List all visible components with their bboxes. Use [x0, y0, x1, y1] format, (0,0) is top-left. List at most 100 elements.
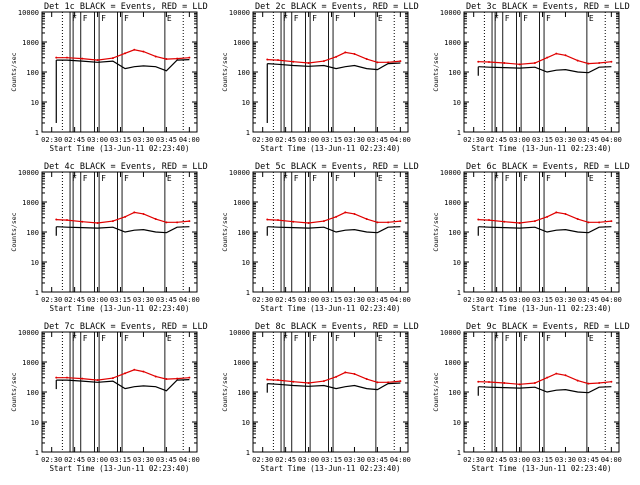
- x-tick-label: 03:45: [367, 296, 388, 304]
- lld-point: [307, 381, 310, 384]
- y-tick-label: 10000: [440, 9, 461, 17]
- lld-point: [133, 211, 136, 214]
- lld-point: [344, 371, 347, 374]
- x-tick-label: 03:15: [321, 136, 342, 144]
- lld-point: [142, 370, 145, 373]
- x-tick-label: 04:00: [179, 456, 200, 464]
- events-line: [267, 382, 401, 391]
- lld-point: [533, 381, 536, 384]
- lld-point: [533, 61, 536, 64]
- x-tick-label: 04:00: [390, 456, 411, 464]
- lld-point: [353, 52, 356, 55]
- y-axis-label: Counts/sec: [10, 52, 18, 91]
- flag-label: E: [589, 14, 594, 23]
- flag-label: F: [494, 174, 499, 183]
- flag-label: E: [589, 334, 594, 343]
- flag-label: F: [505, 14, 510, 23]
- lld-point: [353, 372, 356, 375]
- lld-point: [96, 59, 99, 62]
- plot-frame: [252, 171, 409, 293]
- lld-point: [81, 220, 84, 223]
- flag-label: F: [124, 334, 129, 343]
- y-axis-label: Counts/sec: [221, 372, 229, 411]
- lld-point: [518, 383, 521, 386]
- x-tick-label: 02:30: [41, 136, 62, 144]
- plot-frame: [463, 11, 620, 133]
- panel-title: Det 7c BLACK = Events, RED = LLD: [44, 322, 208, 332]
- panel-title: Det 3c BLACK = Events, RED = LLD: [466, 2, 630, 12]
- plot-frame: [41, 331, 198, 453]
- y-tick-label: 10: [453, 259, 461, 267]
- x-tick-label: 02:30: [463, 456, 484, 464]
- lld-point: [154, 375, 157, 378]
- y-tick-label: 1000: [444, 359, 461, 367]
- x-tick-label: 02:45: [486, 136, 507, 144]
- lld-point: [576, 379, 579, 382]
- x-axis-label: Start Time (13-Jun-11 02:23:40): [50, 304, 190, 313]
- flag-label: F: [505, 174, 510, 183]
- lld-point: [322, 60, 325, 63]
- y-tick-label: 10000: [229, 169, 250, 177]
- y-tick-label: 1: [246, 289, 250, 297]
- x-axis-label: Start Time (13-Jun-11 02:23:40): [472, 304, 612, 313]
- flag-label: E: [378, 334, 383, 343]
- flag-label: F: [283, 334, 288, 343]
- lld-line: [478, 52, 612, 65]
- lld-point: [292, 220, 295, 223]
- lld-point: [399, 60, 402, 63]
- detector-panel: Det 8c BLACK = Events, RED = LLD 1 10 100 10…: [221, 322, 419, 473]
- x-tick-label: 04:00: [179, 136, 200, 144]
- x-tick-label: 02:45: [64, 296, 85, 304]
- detector-panel: Det 2c BLACK = Events, RED = LLD 1 10 100 10…: [221, 2, 419, 153]
- y-tick-label: 1000: [233, 39, 250, 47]
- x-tick-label: 03:30: [133, 456, 154, 464]
- lld-point: [610, 60, 613, 63]
- x-tick-label: 03:00: [298, 296, 319, 304]
- flag-label: F: [505, 334, 510, 343]
- x-axis-label: Start Time (13-Jun-11 02:23:40): [472, 464, 612, 473]
- x-tick-label: 03:00: [509, 136, 530, 144]
- lld-line: [56, 49, 190, 61]
- lld-point: [487, 219, 490, 222]
- flag-label: F: [523, 14, 528, 23]
- plot-frame: [463, 171, 620, 293]
- x-tick-label: 03:30: [133, 136, 154, 144]
- lld-point: [307, 221, 310, 224]
- y-tick-label: 10000: [440, 169, 461, 177]
- x-tick-label: 03:15: [321, 456, 342, 464]
- x-axis-label: Start Time (13-Jun-11 02:23:40): [50, 144, 190, 153]
- y-tick-label: 10000: [229, 329, 250, 337]
- lld-point: [503, 61, 506, 64]
- y-tick-label: 1: [246, 449, 250, 457]
- y-tick-label: 10: [242, 99, 250, 107]
- lld-point: [133, 48, 136, 51]
- flag-label: F: [124, 14, 129, 23]
- panel-title: Det 8c BLACK = Events, RED = LLD: [255, 322, 419, 332]
- lld-line: [267, 51, 401, 64]
- lld-point: [55, 218, 58, 221]
- x-tick-label: 03:15: [321, 296, 342, 304]
- lld-point: [124, 52, 127, 55]
- x-tick-label: 02:30: [41, 456, 62, 464]
- detector-panel: Det 6c BLACK = Events, RED = LLD 1 10 100 10…: [432, 162, 630, 313]
- plot-frame: [41, 11, 198, 133]
- y-tick-label: 1: [246, 129, 250, 137]
- y-tick-label: 1000: [22, 359, 39, 367]
- y-tick-label: 10: [453, 99, 461, 107]
- lld-point: [276, 379, 279, 382]
- lld-point: [124, 215, 127, 218]
- events-line: [267, 62, 401, 71]
- lld-point: [81, 377, 84, 380]
- x-tick-label: 04:00: [390, 136, 411, 144]
- lld-point: [376, 221, 379, 224]
- lld-point: [111, 220, 114, 223]
- x-tick-label: 03:45: [578, 456, 599, 464]
- x-tick-label: 03:45: [156, 296, 177, 304]
- detector-panel: Det 3c BLACK = Events, RED = LLD 1 10 100 10…: [432, 2, 630, 153]
- y-tick-label: 1: [35, 289, 39, 297]
- y-tick-label: 1000: [22, 39, 39, 47]
- lld-point: [133, 368, 136, 371]
- lld-line: [267, 371, 401, 384]
